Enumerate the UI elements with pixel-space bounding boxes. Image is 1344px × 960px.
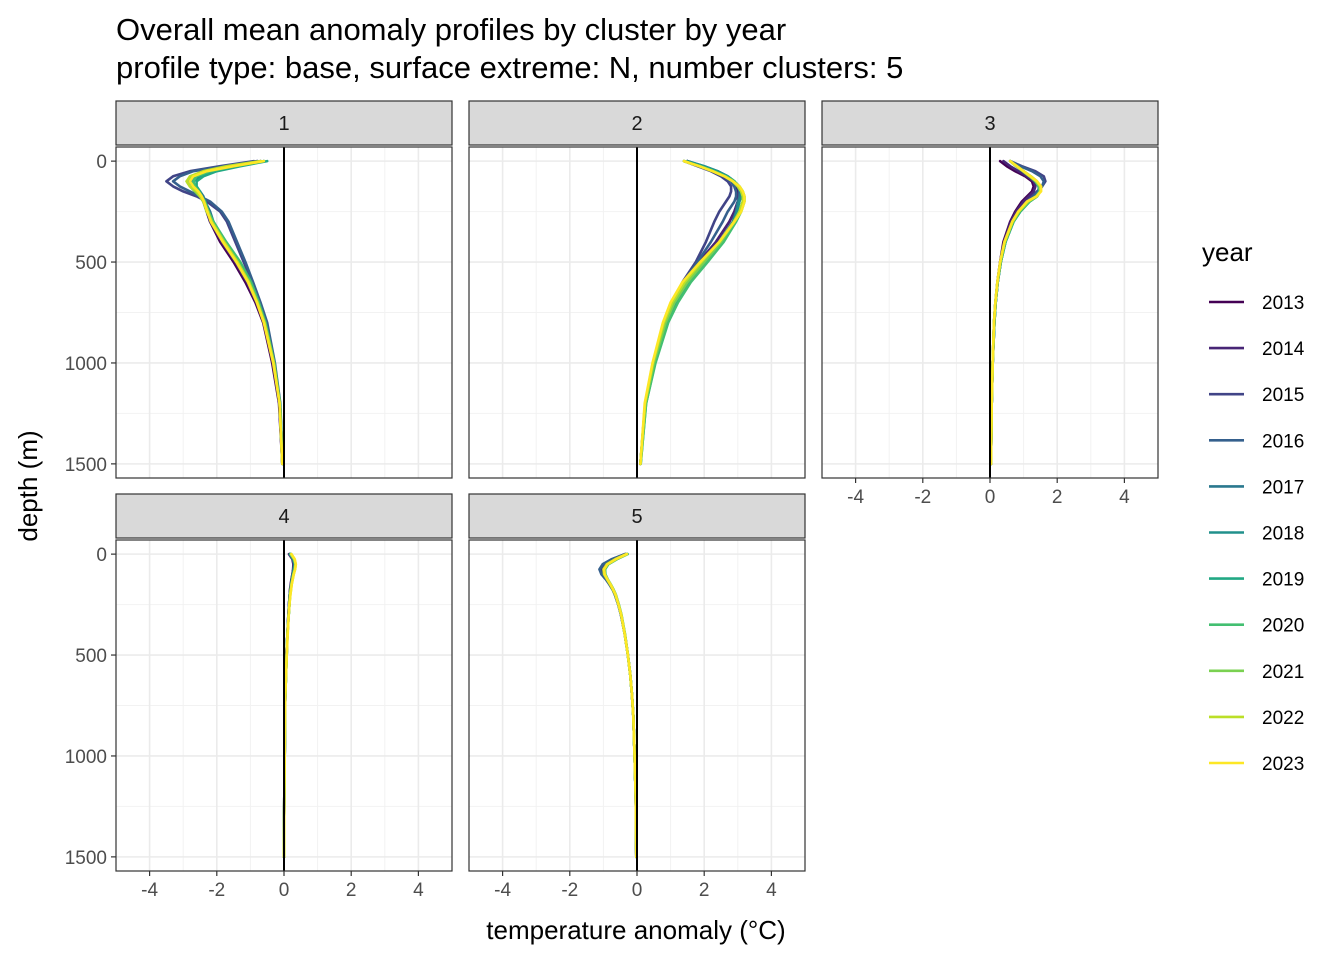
x-tick-label: -4: [141, 880, 158, 901]
y-tick-label: 500: [75, 646, 107, 667]
x-tick-label: 2: [699, 880, 710, 901]
series-line-2023: [989, 159, 1043, 466]
series-lines: [598, 552, 638, 859]
facet-strip: [468, 493, 806, 539]
facet-strip: [468, 100, 806, 146]
facet-strip-label: 3: [984, 113, 995, 135]
facet-strip-label: 4: [278, 506, 289, 528]
legend-label: 2019: [1262, 570, 1304, 591]
x-tick-label: -2: [208, 880, 225, 901]
facet-panel-4: 4 0 500 1000 1500 -4 -2 0 2 4: [65, 493, 453, 901]
x-axis-title: temperature anomaly (°C): [486, 915, 785, 945]
y-tick-label: 0: [96, 152, 107, 173]
x-tick-label: 2: [346, 880, 357, 901]
x-tick-label: -2: [914, 487, 931, 508]
y-tick-label: 1000: [65, 354, 107, 375]
panel-border: [468, 146, 806, 479]
legend-label: 2016: [1262, 431, 1304, 452]
facet-strip: [115, 493, 453, 539]
legend-label: 2018: [1262, 524, 1304, 545]
series-line-2016: [171, 159, 285, 466]
y-axis-title: depth (m): [13, 430, 43, 541]
legend-label: 2014: [1262, 339, 1305, 360]
legend-label: 2013: [1262, 293, 1304, 314]
legend-label: 2020: [1262, 616, 1304, 637]
series-line-2023: [188, 159, 284, 466]
chart-title: Overall mean anomaly profiles by cluster…: [116, 12, 787, 47]
legend-label: 2021: [1262, 662, 1304, 683]
y-tick-label: 500: [75, 253, 107, 274]
series-lines: [989, 159, 1047, 466]
y-tick-label: 1500: [65, 455, 107, 476]
x-tick-label: 4: [413, 880, 424, 901]
facet-strip-label: 1: [278, 113, 289, 135]
facet-strip: [821, 100, 1159, 146]
facet-strip-label: 2: [631, 113, 642, 135]
series-line-2023: [639, 159, 746, 466]
x-tick-label: -4: [847, 487, 864, 508]
x-tick-label: 4: [766, 880, 777, 901]
panel-border: [115, 146, 453, 479]
facet-panel-5: 5 -4 -2 0 2 4: [468, 493, 806, 901]
facet-strip-label: 5: [631, 506, 642, 528]
legend-label: 2017: [1262, 477, 1304, 498]
facet-panel-3: 3 -4 -2 0 2 4: [821, 100, 1159, 508]
series-lines: [639, 159, 746, 466]
x-tick-label: 4: [1119, 487, 1130, 508]
chart-subtitle: profile type: base, surface extreme: N, …: [116, 50, 904, 85]
y-tick-label: 0: [96, 545, 107, 566]
y-tick-label: 1500: [65, 848, 107, 869]
x-tick-label: 0: [632, 880, 643, 901]
legend-label: 2023: [1262, 754, 1304, 775]
series-lines: [165, 159, 285, 466]
legend: year 2013 2014 2015 2016 2017 2018 2019 2020 2021…: [1202, 237, 1305, 775]
facet-strip: [115, 100, 453, 146]
facet-panel-1: 1 0 500 1000 1500: [65, 100, 453, 479]
legend-label: 2022: [1262, 708, 1304, 729]
facet-panel-2: 2: [468, 100, 806, 479]
x-tick-label: 2: [1052, 487, 1063, 508]
x-tick-label: -2: [561, 880, 578, 901]
x-tick-label: 0: [985, 487, 996, 508]
series-line-2023: [602, 552, 638, 859]
y-tick-label: 1000: [65, 747, 107, 768]
x-tick-label: 0: [279, 880, 290, 901]
legend-title: year: [1202, 237, 1253, 267]
legend-label: 2015: [1262, 385, 1304, 406]
x-tick-label: -4: [494, 880, 511, 901]
